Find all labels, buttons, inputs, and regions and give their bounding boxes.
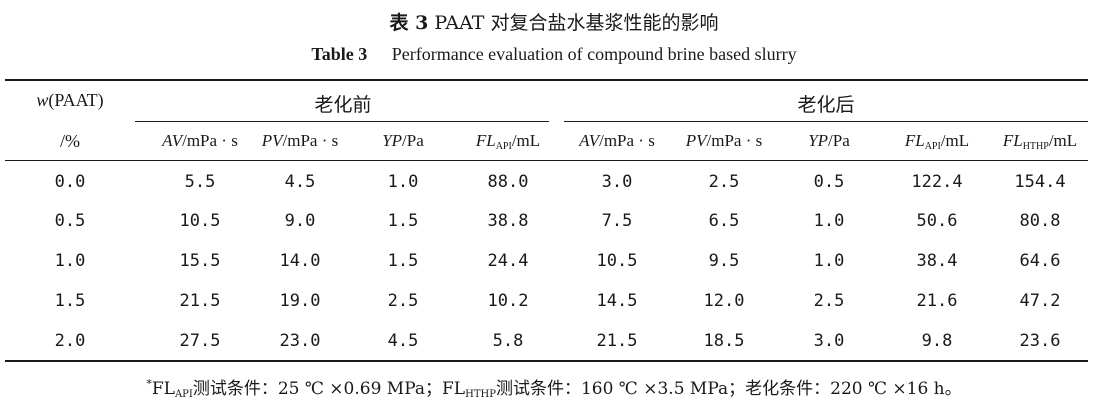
table-cell: 3.0 [601,172,633,192]
table-cell: 1.0 [813,211,845,231]
table-cell: 9.0 [284,211,316,231]
table-cell: 10.5 [179,211,221,231]
table-cell: 27.5 [179,331,221,351]
caption-cn-text: PAAT 对复合盐水基浆性能的影响 [434,12,719,34]
table-cell: 9.8 [921,331,953,351]
footnote-part-1: FL [151,379,175,399]
column-header: FLAPI/mL [904,131,970,152]
row-header-top: w(PAAT) [36,90,104,110]
table-cell: 5.8 [492,331,524,351]
table-cell: 0.5 [813,172,845,192]
footnote-part-3: 测试条件：160 ℃ ×3.5 MPa；老化条件：220 ℃ ×16 h。 [495,379,962,399]
table-cell: 47.2 [1019,291,1061,311]
column-header: YP/Pa [808,131,850,150]
table-cell: 50.6 [916,211,958,231]
table-cell: 23.0 [279,331,321,351]
table-cell: 24.4 [487,251,529,271]
table-cell: 4.5 [284,172,316,192]
table-cell: 21.5 [179,291,221,311]
column-header: PV/mPa · s [261,131,339,150]
row-label-w: 2.0 [54,331,86,351]
table-cell: 5.5 [184,172,216,192]
table-cell: 10.5 [596,251,638,271]
table-cell: 2.5 [708,172,740,192]
table-cell: 23.6 [1019,331,1061,351]
table-bottom-rule [5,360,1088,362]
table-cell: 3.0 [813,331,845,351]
table-caption-en: Table 3 Performance evaluation of compou… [0,44,1108,65]
column-header: FLHTHP/mL [1002,131,1078,152]
table-cell: 1.0 [387,172,419,192]
table-cell: 2.5 [813,291,845,311]
table-cell: 154.4 [1014,172,1066,192]
footnote-sub-1: API [174,389,193,400]
row-label-w: 0.5 [54,211,86,231]
table-cell: 1.0 [813,251,845,271]
footnote-marker: * [146,377,152,391]
row-label-w: 1.5 [54,291,86,311]
group-header-before: 老化前 [314,94,372,116]
caption-cn-label: 表 3 [389,12,429,34]
table-cell: 19.0 [279,291,321,311]
table-cell: 6.5 [708,211,740,231]
header-bottom-rule [5,160,1088,161]
table-caption-cn: 表 3 PAAT 对复合盐水基浆性能的影响 [0,8,1108,35]
footnote-part-2: 测试条件：25 ℃ ×0.69 MPa；FL [192,379,466,399]
table-cell: 1.5 [387,211,419,231]
row-label-w: 0.0 [54,172,86,192]
table-cell: 2.5 [387,291,419,311]
table-top-rule [5,79,1088,81]
table-cell: 4.5 [387,331,419,351]
table-cell: 21.6 [916,291,958,311]
table-cell: 14.5 [596,291,638,311]
caption-en-text: Performance evaluation of compound brine… [391,44,797,64]
row-header-bottom: /% [60,131,80,151]
group-after-rule [564,121,1088,122]
column-header: YP/Pa [382,131,424,150]
row-label-w: 1.0 [54,251,86,271]
table-cell: 18.5 [703,331,745,351]
column-header: FLAPI/mL [475,131,541,152]
table-cell: 10.2 [487,291,529,311]
group-before-rule [135,121,549,122]
table-cell: 38.8 [487,211,529,231]
column-header: AV/mPa · s [579,131,655,150]
table-cell: 38.4 [916,251,958,271]
table-cell: 1.5 [387,251,419,271]
group-header-after: 老化后 [797,94,855,116]
table-cell: 21.5 [596,331,638,351]
table-cell: 14.0 [279,251,321,271]
table-cell: 7.5 [601,211,633,231]
table-cell: 15.5 [179,251,221,271]
table-cell: 122.4 [911,172,963,192]
table-cell: 12.0 [703,291,745,311]
table-cell: 9.5 [708,251,740,271]
table-cell: 80.8 [1019,211,1061,231]
column-header: PV/mPa · s [685,131,763,150]
table-cell: 88.0 [487,172,529,192]
column-header: AV/mPa · s [162,131,238,150]
caption-en-label: Table 3 [311,44,368,64]
footnote-sub-2: HTHP [465,389,496,400]
table-cell: 64.6 [1019,251,1061,271]
footnote: *FLAPI测试条件：25 ℃ ×0.69 MPa；FLHTHP测试条件：160… [0,374,1108,400]
